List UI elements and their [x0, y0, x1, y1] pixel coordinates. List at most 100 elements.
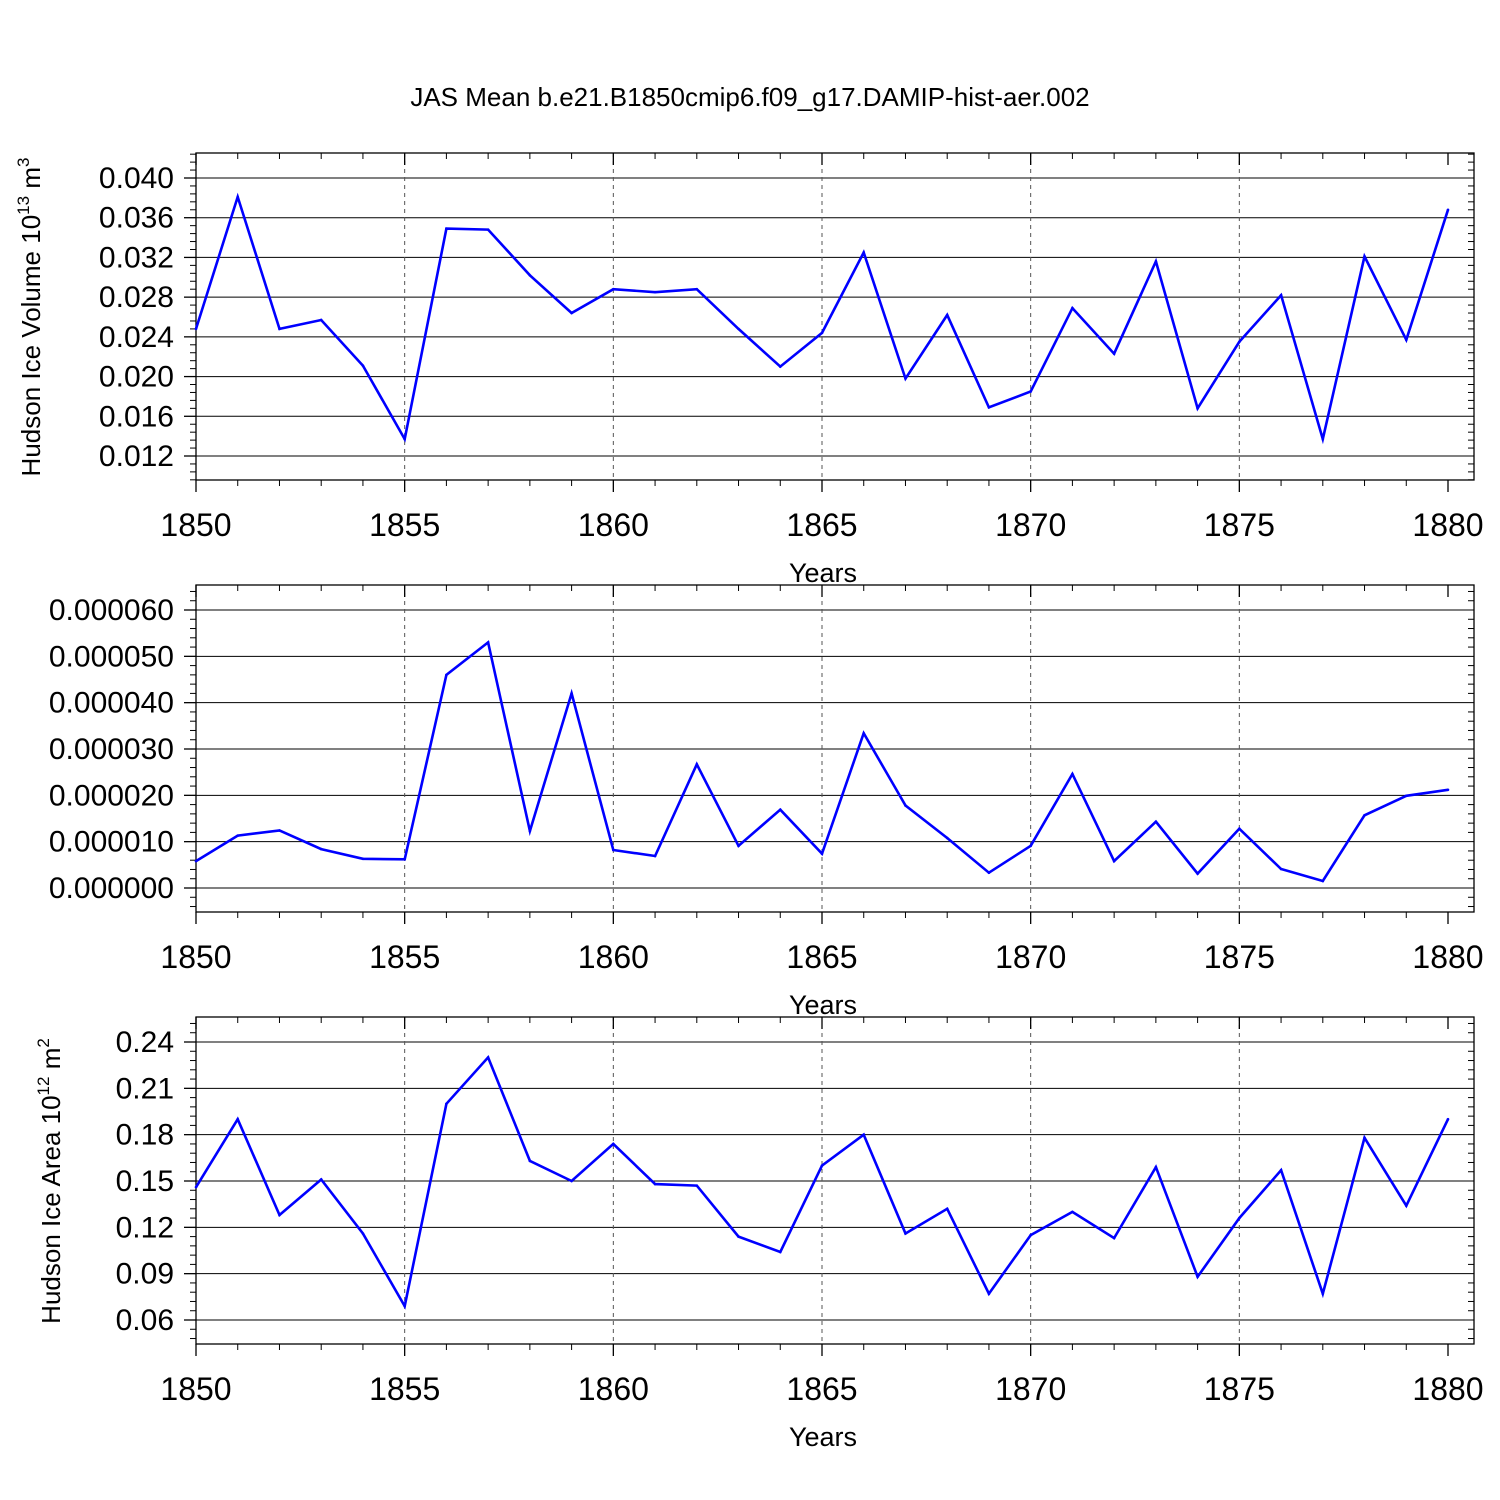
panel-ice-area: 0.06 0.09 0.12 0.15 0.18 0.21 0.24 1850 1855 1860… — [34, 1016, 1484, 1452]
data-point — [570, 692, 573, 695]
y-tick-label: 0.028 — [99, 281, 174, 314]
data-point — [1154, 820, 1158, 824]
data-point — [486, 641, 490, 644]
y-tick-label: 0.000010 — [49, 826, 174, 859]
x-tick-label: 1875 — [1204, 1371, 1275, 1407]
data-point — [445, 673, 448, 677]
data-point — [1363, 813, 1366, 817]
data-point — [361, 857, 365, 861]
data-point — [1238, 340, 1241, 344]
data-point — [778, 1250, 782, 1254]
data-point — [486, 228, 490, 231]
data-point — [278, 327, 281, 331]
data-point — [194, 1185, 198, 1189]
x-tick-label: 1855 — [369, 939, 440, 975]
data-point — [862, 251, 866, 254]
data-point — [1279, 1168, 1283, 1172]
data-point — [1404, 338, 1408, 342]
data-point — [236, 195, 240, 199]
data-point — [945, 1207, 949, 1211]
data-point — [778, 808, 782, 811]
x-tick-label: 1860 — [578, 507, 649, 543]
data-point — [695, 1184, 699, 1187]
y-tick-label: 0.040 — [99, 162, 174, 195]
panel-ice-volume: 0.012 0.016 0.020 0.024 0.028 0.032 0.036 0.040… — [14, 152, 1484, 588]
x-tick-label: 1870 — [995, 1371, 1066, 1407]
x-tick-label: 1850 — [160, 939, 231, 975]
data-point — [528, 829, 532, 833]
y-tick-label: 0.24 — [116, 1026, 174, 1059]
data-point — [361, 1232, 365, 1235]
data-point — [695, 762, 699, 766]
y-tick-label: 0.21 — [116, 1072, 174, 1105]
y-tick-label: 0.09 — [116, 1258, 174, 1291]
data-point — [1071, 1210, 1074, 1214]
y-tick-label: 0.000050 — [49, 640, 174, 673]
x-tick-label: 1855 — [369, 1371, 440, 1407]
data-point — [570, 1179, 573, 1183]
y-axis-label-unit-exponent: 3 — [14, 158, 33, 167]
data-point — [1196, 1275, 1199, 1279]
data-point — [1363, 255, 1366, 258]
data-point — [194, 327, 198, 331]
y-axis-label-unit: m — [16, 167, 46, 196]
data-point — [403, 1304, 406, 1308]
data-point — [1154, 260, 1158, 263]
data-point — [1238, 827, 1241, 830]
y-axis-label-exponent: 12 — [34, 1077, 53, 1096]
x-tick-label: 1870 — [995, 507, 1066, 543]
y-tick-label: 0.000060 — [49, 594, 174, 627]
data-point — [737, 844, 740, 848]
y-tick-label: 0.000000 — [49, 872, 174, 905]
data-point — [1279, 293, 1283, 297]
data-point — [1446, 208, 1450, 212]
y-tick-label: 0.036 — [99, 202, 174, 235]
x-tick-label: 1875 — [1204, 507, 1275, 543]
data-point — [1029, 1233, 1032, 1237]
data-point — [194, 859, 198, 863]
data-point — [1112, 1236, 1116, 1240]
data-point — [1238, 1216, 1241, 1220]
data-point — [1112, 859, 1116, 863]
x-tick-label: 1855 — [369, 507, 440, 543]
data-point — [987, 406, 991, 409]
data-point — [319, 318, 323, 322]
data-point — [1071, 306, 1074, 310]
data-point — [1321, 437, 1325, 441]
x-axis-label: Years — [789, 990, 857, 1020]
data-point — [1154, 1165, 1158, 1169]
y-tick-label: 0.012 — [99, 440, 174, 473]
y-axis-label: Hudson Ice Volume 1013 m3 — [14, 158, 46, 477]
y-axis-label-text: Hudson Ice Area 10 — [36, 1095, 66, 1323]
x-tick-label: 1875 — [1204, 939, 1275, 975]
y-axis-label-exponent: 13 — [14, 196, 33, 215]
y-tick-label: 0.032 — [99, 241, 174, 274]
data-point — [278, 1213, 281, 1217]
data-point — [361, 364, 365, 367]
plot-frame — [195, 152, 1475, 481]
y-tick-label: 0.016 — [99, 400, 174, 433]
data-point — [528, 1159, 532, 1163]
data-point — [945, 313, 949, 317]
y-tick-label: 0.18 — [116, 1119, 174, 1152]
data-point — [1029, 844, 1032, 848]
data-point — [445, 227, 448, 230]
data-point — [612, 1142, 615, 1146]
data-point — [904, 804, 907, 807]
y-tick-label: 0.15 — [116, 1165, 174, 1198]
y-tick-label: 0.06 — [116, 1304, 174, 1337]
y-tick-label: 0.020 — [99, 361, 174, 394]
x-tick-label: 1880 — [1412, 1371, 1483, 1407]
x-tick-label: 1880 — [1412, 507, 1483, 543]
x-axis-label: Years — [789, 558, 857, 588]
data-point — [1321, 1292, 1325, 1296]
data-point — [445, 1102, 448, 1106]
x-tick-label: 1850 — [160, 507, 231, 543]
data-point — [987, 871, 991, 875]
data-point — [612, 287, 615, 291]
data-point — [1071, 772, 1074, 776]
data-point — [820, 331, 824, 335]
y-tick-label: 0.000030 — [49, 733, 174, 766]
data-point — [570, 311, 573, 315]
data-point — [1112, 352, 1116, 356]
